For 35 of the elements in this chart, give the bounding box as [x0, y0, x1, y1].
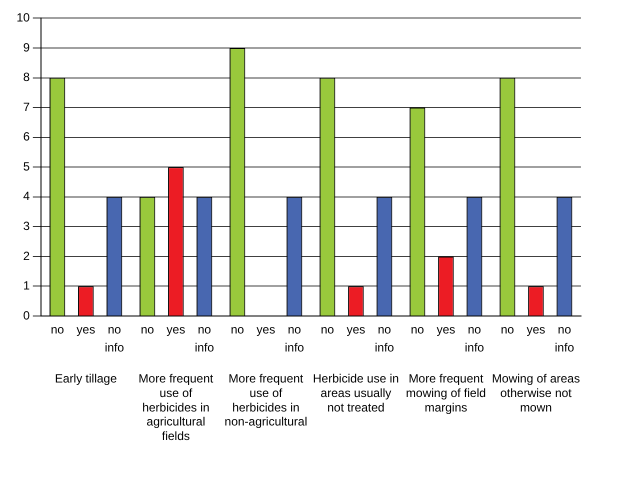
- text: no: [410, 322, 424, 336]
- y-tick-label: 6: [23, 130, 30, 144]
- y-tick-label: 2: [23, 248, 30, 263]
- y-tick-label: 7: [23, 100, 30, 114]
- text: no info: [374, 322, 394, 354]
- x-tick-label: Early tillage: [54, 372, 118, 386]
- series-label: yes: [76, 322, 96, 336]
- x-tick-label: More frequent mowing of field margins: [406, 372, 486, 414]
- text: no: [320, 322, 334, 336]
- y-tick-label: 9: [23, 40, 30, 54]
- y-tick-label: 0: [23, 308, 30, 322]
- x-tick-label: More frequent use of herbicides in non-agricultural: [224, 372, 308, 429]
- text: no info: [104, 322, 124, 354]
- x-tick-label: More frequent use of herbicides in agricultural fields: [138, 372, 214, 444]
- series-label: no info: [284, 322, 304, 354]
- y-tick-label: 10: [16, 10, 30, 25]
- text: yes: [346, 322, 366, 336]
- text: yes: [256, 322, 276, 336]
- text: no: [500, 322, 514, 336]
- text: no: [140, 322, 154, 336]
- text: no info: [194, 322, 214, 354]
- y-tick-label: 5: [23, 159, 30, 174]
- y-tick-label: 8: [23, 70, 30, 84]
- y-tick-label: 4: [23, 189, 30, 204]
- text: yes: [166, 322, 186, 336]
- y-tick-label: 3: [23, 218, 30, 233]
- x-tick-label: Mowing of areas otherwise not mown: [492, 372, 580, 414]
- x-tick-label: Herbicide use in areas usually not treated: [312, 372, 399, 414]
- text: no info: [464, 322, 484, 354]
- series-label: no: [50, 322, 64, 336]
- text: no: [230, 322, 244, 336]
- text: yes: [436, 322, 456, 336]
- text: no info: [554, 322, 574, 354]
- text: yes: [526, 322, 546, 336]
- y-tick-label: 1: [23, 278, 30, 293]
